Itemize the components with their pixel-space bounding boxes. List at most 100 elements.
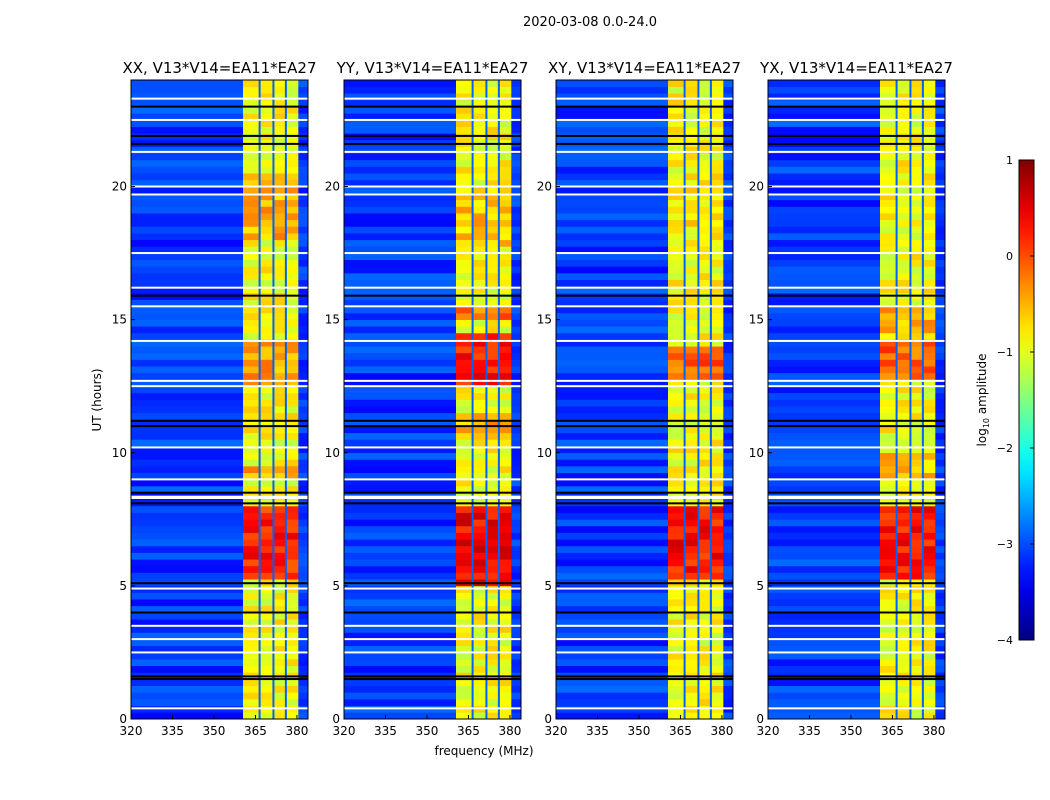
heatmap-cell — [498, 199, 512, 207]
heatmap-cell — [922, 399, 936, 407]
heatmap-cell — [922, 612, 936, 620]
x-tick-label: 320 — [333, 724, 356, 738]
heatmap-cell — [684, 166, 699, 174]
heatmap-cell — [273, 645, 286, 653]
heatmap-cell — [556, 466, 669, 474]
heatmap-cell — [880, 266, 897, 274]
heatmap-cell — [486, 572, 499, 580]
heatmap-cell — [511, 206, 521, 214]
flagged-row-black — [344, 294, 521, 297]
heatmap-cell — [710, 312, 724, 320]
heatmap-cell — [668, 119, 685, 127]
heatmap-cell — [668, 439, 685, 447]
heatmap-cell — [486, 186, 499, 194]
heatmap-cell — [710, 332, 724, 340]
heatmap-cell — [285, 80, 299, 87]
heatmap-cell — [243, 326, 260, 334]
heatmap-cell — [259, 419, 274, 427]
heatmap-cell — [880, 346, 897, 354]
heatmap-cell — [486, 679, 499, 687]
heatmap-cell — [922, 286, 936, 294]
heatmap-cell — [668, 80, 685, 87]
heatmap-cell — [896, 612, 911, 620]
heatmap-cell — [556, 279, 669, 287]
heatmap-cell — [472, 106, 487, 114]
heatmap-cell — [698, 319, 711, 327]
heatmap-cell — [556, 512, 669, 520]
heatmap-cell — [668, 452, 685, 460]
heatmap-cell — [880, 552, 897, 560]
heatmap-cell — [684, 439, 699, 447]
heatmap-cell — [723, 459, 733, 467]
flagged-row-white — [131, 252, 308, 255]
heatmap-cell — [668, 226, 685, 234]
heatmap-cell — [880, 319, 897, 327]
heatmap-cell — [768, 306, 881, 314]
heatmap-cell — [896, 266, 911, 274]
heatmap-cell — [259, 679, 274, 687]
heatmap-cell — [456, 625, 473, 633]
heatmap-cell — [131, 206, 244, 214]
heatmap-cell — [486, 80, 499, 87]
heatmap-cell — [668, 592, 685, 600]
heatmap-cell — [243, 472, 260, 480]
panel-title: YX, V13*V14=EA11*EA27 — [759, 59, 953, 77]
heatmap-cell — [344, 632, 457, 640]
band-gap-line — [697, 80, 700, 719]
heatmap-cell — [698, 179, 711, 187]
heatmap-cell — [896, 80, 911, 87]
heatmap-cell — [668, 692, 685, 700]
heatmap-cell — [456, 412, 473, 420]
heatmap-cell — [668, 506, 685, 513]
heatmap-cell — [511, 146, 521, 154]
heatmap-cell — [298, 286, 308, 294]
heatmap-cell — [298, 193, 308, 201]
heatmap-cell — [344, 466, 457, 474]
heatmap-cell — [243, 153, 260, 161]
heatmap-cell — [511, 545, 521, 553]
heatmap-cell — [498, 532, 512, 540]
heatmap-cell — [910, 99, 923, 107]
y-tick-label: 20 — [537, 180, 552, 194]
heatmap-cell — [511, 346, 521, 354]
x-tick-label: 365 — [457, 724, 480, 738]
heatmap-cell — [935, 712, 945, 720]
heatmap-cell — [698, 432, 711, 440]
flagged-row-white — [131, 495, 308, 498]
heatmap-cell — [935, 86, 945, 94]
heatmap-cell — [668, 386, 685, 394]
heatmap-cell — [880, 426, 897, 434]
heatmap-cell — [344, 599, 457, 607]
heatmap-cell — [259, 246, 274, 254]
heatmap-cell — [131, 625, 244, 633]
heatmap-cell — [131, 339, 244, 347]
heatmap-cell — [922, 372, 936, 380]
heatmap-cell — [344, 426, 457, 434]
heatmap-cell — [684, 199, 699, 207]
heatmap-cell — [456, 312, 473, 320]
heatmap-cell — [896, 679, 911, 687]
heatmap-cell — [684, 572, 699, 580]
heatmap-cell — [910, 239, 923, 247]
heatmap-cell — [556, 545, 669, 553]
heatmap-cell — [910, 592, 923, 600]
heatmap-cell — [698, 80, 711, 87]
heatmap-cell — [243, 432, 260, 440]
heatmap-cell — [285, 419, 299, 427]
heatmap-cell — [511, 226, 521, 234]
heatmap-cell — [498, 99, 512, 107]
heatmap-cell — [344, 665, 457, 673]
heatmap-cell — [698, 93, 711, 101]
heatmap-cell — [710, 685, 724, 693]
heatmap-cell — [511, 439, 521, 447]
heatmap-cell — [456, 525, 473, 533]
colorbar: 10−1−2−3−4 — [997, 154, 1035, 647]
heatmap-cell — [922, 545, 936, 553]
heatmap-cell — [935, 619, 945, 627]
heatmap-cell — [710, 279, 724, 287]
heatmap-cell — [273, 559, 286, 567]
heatmap-cell — [243, 159, 260, 167]
heatmap-cell — [922, 426, 936, 434]
heatmap-cell — [344, 159, 457, 167]
heatmap-cell — [472, 146, 487, 154]
